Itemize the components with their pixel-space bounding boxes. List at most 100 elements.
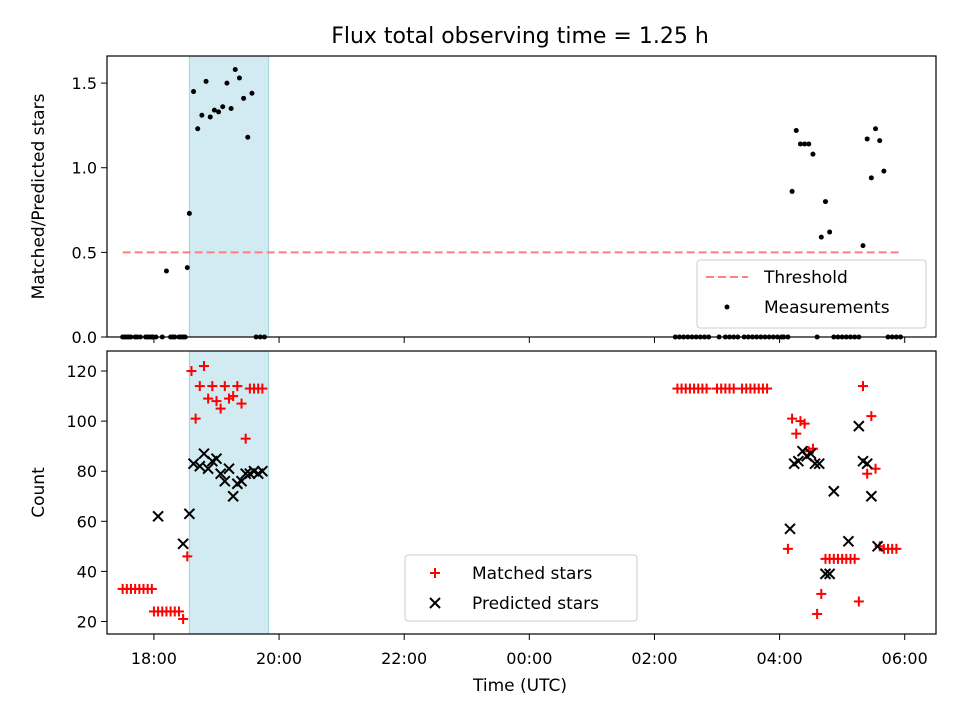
matched-star-marker <box>228 391 239 402</box>
measurement-point <box>860 243 866 249</box>
predicted-star-marker <box>223 463 235 475</box>
legend-box <box>696 259 927 329</box>
y-tick-label: 80 <box>77 462 97 481</box>
matched-star-marker <box>236 398 247 409</box>
y-tick-label: 0.0 <box>72 328 97 347</box>
y-tick-label: 0.5 <box>72 243 97 262</box>
predicted-star-marker <box>828 485 840 497</box>
series-cross <box>152 420 884 580</box>
predicted-star-marker <box>227 490 239 502</box>
measurement-point <box>236 75 242 81</box>
measurement-point <box>228 105 234 111</box>
measurement-point <box>245 134 251 140</box>
predicted-star-marker <box>813 457 825 470</box>
y-tick-label: 1.0 <box>72 159 97 178</box>
y-tick-label: 100 <box>66 412 97 431</box>
cross-stroke-b <box>177 538 189 550</box>
measurement-point <box>810 151 816 157</box>
matched-star-marker <box>240 433 251 444</box>
predicted-star-marker <box>861 457 873 470</box>
x-tick-label: 20:00 <box>256 649 302 668</box>
measurement-point <box>186 210 192 216</box>
legend-bottom: Matched stars Predicted stars <box>404 554 638 622</box>
measurement-point <box>203 78 209 84</box>
matched-star-marker <box>799 418 810 429</box>
matched-star-marker <box>194 381 205 392</box>
panel-bottom: 20 40 60 80 100 120 Count 18:00 20:00 22:00 00:00 0… <box>29 350 937 668</box>
measurement-point <box>191 89 197 95</box>
legend-top: Threshold Measurements <box>696 259 927 329</box>
predicted-star-marker <box>823 568 836 580</box>
matched-star-marker <box>198 361 209 372</box>
cross-stroke-b <box>219 475 231 487</box>
x-axis-label: Time (UTC) <box>472 676 567 696</box>
cross-stroke-b <box>239 468 252 480</box>
measurement-point <box>873 126 879 132</box>
measurement-point <box>877 138 883 144</box>
cross-stroke-b <box>819 568 832 580</box>
matched-star-marker <box>219 381 230 392</box>
cross-stroke-b <box>842 535 855 548</box>
x-tick-label: 18:00 <box>131 649 177 668</box>
cross-stroke-b <box>861 457 873 470</box>
matched-star-marker <box>178 613 189 624</box>
predicted-star-marker <box>187 457 200 470</box>
matched-star-marker <box>257 383 268 394</box>
cross-stroke-b <box>248 465 260 477</box>
predicted-star-marker <box>865 490 878 502</box>
axes-frame <box>106 350 937 635</box>
cross-stroke-b <box>256 465 269 477</box>
legend-measurement-swatch <box>724 304 730 310</box>
cross-stroke-b <box>183 508 196 520</box>
matched-star-marker <box>816 588 827 599</box>
cross-stroke-b <box>227 490 239 502</box>
cross-stroke-b <box>792 455 805 467</box>
matched-star-marker <box>762 383 773 394</box>
measurement-point <box>797 141 803 147</box>
measurement-point <box>868 175 874 181</box>
cross-stroke-b <box>823 568 836 580</box>
matched-star-marker <box>849 553 860 564</box>
measurement-point <box>818 234 824 240</box>
legend-matched-label: Matched stars <box>472 564 592 584</box>
cross-stroke-b <box>429 597 441 609</box>
chart-title: Flux total observing time = 1.25 h <box>331 24 709 49</box>
predicted-star-marker <box>194 460 206 472</box>
y-axis-label: Matched/Predicted stars <box>29 93 49 299</box>
predicted-star-marker <box>239 468 252 480</box>
matched-star-marker <box>186 366 197 377</box>
cross-stroke-b <box>214 468 227 480</box>
y-tick-label: 60 <box>77 512 97 531</box>
cross-stroke-b <box>809 457 821 470</box>
predicted-star-marker <box>219 475 231 487</box>
cross-stroke-b <box>805 447 817 460</box>
matched-star-marker <box>215 403 226 414</box>
measurement-point <box>241 95 247 101</box>
measurement-point <box>163 268 169 274</box>
measurement-point <box>864 136 870 142</box>
matched-star-marker <box>862 468 873 479</box>
matched-star-marker <box>870 463 881 474</box>
series-plus <box>117 361 902 624</box>
predicted-star-marker <box>202 463 214 475</box>
x-tick-label: 04:00 <box>757 649 803 668</box>
x-tick-label: 06:00 <box>882 649 928 668</box>
cross-stroke-b <box>202 463 214 475</box>
predicted-star-marker <box>214 468 227 480</box>
matched-star-marker <box>853 596 864 607</box>
y-tick-label: 120 <box>66 362 97 381</box>
matched-star-marker <box>207 381 218 392</box>
measurement-point <box>184 265 190 271</box>
cross-stroke-b <box>784 523 796 535</box>
matched-star-marker <box>782 543 793 554</box>
predicted-star-marker <box>842 535 855 548</box>
matched-star-marker <box>146 583 157 594</box>
legend-threshold-label: Threshold <box>763 268 848 288</box>
x-tick-label: 02:00 <box>631 649 677 668</box>
matched-star-marker <box>812 608 823 619</box>
measurement-point <box>793 127 799 133</box>
y-tick-label: 1.5 <box>72 74 97 93</box>
predicted-star-marker <box>819 568 832 580</box>
measurement-point <box>802 141 808 147</box>
